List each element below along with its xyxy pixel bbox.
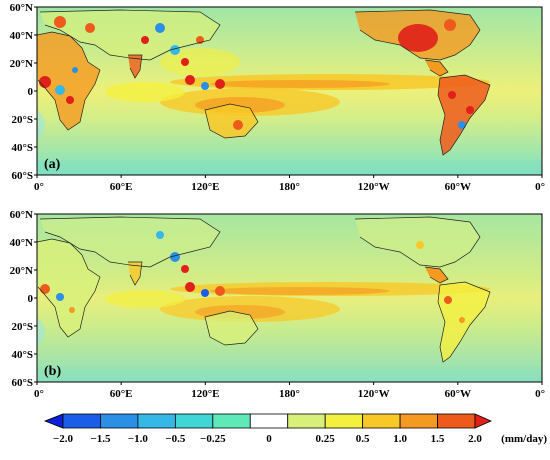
colorbar-level-label: −0.25	[200, 433, 226, 445]
lat-tick-label: 40°S	[11, 349, 33, 361]
colorbar-swatch	[324, 413, 364, 429]
lat-tick-label: 60°N	[10, 2, 33, 14]
lon-tick-label: 60°W	[445, 181, 471, 193]
colorbar-unit: (mm/day)	[501, 433, 547, 445]
lon-tick-label: 60°W	[445, 388, 471, 400]
colorbar-swatch	[287, 413, 326, 429]
lon-axis-b: 0° 60°E 120°E 180° 120°W 60°W 0°	[34, 382, 545, 400]
panel-label-b: (b)	[44, 364, 61, 379]
coastlines-b	[37, 216, 491, 363]
colorbar-swatch	[62, 413, 101, 429]
colorbar-level-label: 1.5	[431, 433, 445, 445]
colorbar-arrow-high	[474, 413, 492, 429]
colorbar-level-label: 0.25	[316, 433, 336, 445]
lon-tick-label: 120°E	[191, 388, 219, 400]
map-panel-b: (b) 60°N 40°N 20°N 0 20°S 40°S 60°S 0° 60°E 120°…	[10, 209, 545, 400]
lon-tick-label: 180°	[279, 388, 300, 400]
lon-tick-label: 0°	[535, 388, 545, 400]
lon-tick-label: 120°W	[358, 181, 390, 193]
colorbar-level-label: 0.5	[356, 433, 370, 445]
colorbar-swatch	[399, 413, 438, 429]
map-panel-a: (a) 60°N 40°N 20°N 0 20°S 40°S 60°S 0° 60°E 120°…	[10, 2, 545, 193]
lat-axis-a: 60°N 40°N 20°N 0 20°S 40°S 60°S	[10, 2, 37, 182]
lat-tick-label: 60°N	[10, 209, 33, 221]
lon-tick-label: 120°E	[191, 181, 219, 193]
lon-tick-label: 0°	[34, 181, 44, 193]
colorbar-swatch	[137, 413, 176, 429]
panel-label-a: (a)	[44, 157, 61, 172]
lon-tick-label: 120°W	[358, 388, 390, 400]
lat-tick-label: 20°N	[10, 58, 33, 70]
colorbar-level-label: 0	[266, 433, 272, 445]
colorbar: −2.0 −1.5 −1.0 −0.5 −0.25 0 0.25 0.5 1.0 1.5 2.0 (m…	[43, 413, 547, 445]
colorbar-swatch	[174, 413, 214, 429]
lon-tick-label: 60°E	[110, 181, 133, 193]
colorbar-swatch	[249, 413, 289, 429]
colorbar-level-label: −0.5	[165, 433, 186, 445]
lat-tick-label: 40°S	[11, 142, 33, 154]
lon-tick-label: 0°	[535, 181, 545, 193]
lat-tick-label: 60°S	[11, 170, 33, 182]
colorbar-swatch	[362, 413, 401, 429]
precip-field-a	[37, 10, 542, 175]
colorbar-arrow-low	[43, 413, 64, 429]
lat-axis-b: 60°N 40°N 20°N 0 20°S 40°S 60°S	[10, 209, 37, 389]
colorbar-level-label: −1.5	[90, 433, 111, 445]
precip-field-b	[37, 217, 542, 382]
lon-tick-label: 60°E	[110, 388, 133, 400]
colorbar-level-label: −2.0	[53, 433, 74, 445]
lon-tick-label: 180°	[279, 181, 300, 193]
colorbar-level-label: 2.0	[468, 433, 482, 445]
lat-tick-label: 0	[28, 293, 34, 305]
lon-tick-label: 0°	[34, 388, 44, 400]
lat-tick-label: 20°S	[11, 321, 33, 333]
colorbar-swatch	[437, 413, 476, 429]
coastlines-a	[37, 9, 491, 156]
lat-tick-label: 40°N	[10, 237, 33, 249]
colorbar-swatch	[212, 413, 251, 429]
colorbar-level-label: 1.0	[393, 433, 407, 445]
lon-axis-a: 0° 60°E 120°E 180° 120°W 60°W 0°	[34, 175, 545, 193]
lat-tick-label: 60°S	[11, 377, 33, 389]
lat-tick-label: 0	[28, 86, 34, 98]
lat-tick-label: 20°N	[10, 265, 33, 277]
lat-tick-label: 40°N	[10, 30, 33, 42]
colorbar-swatch	[100, 413, 139, 429]
lat-tick-label: 20°S	[11, 114, 33, 126]
colorbar-level-label: −1.0	[128, 433, 149, 445]
